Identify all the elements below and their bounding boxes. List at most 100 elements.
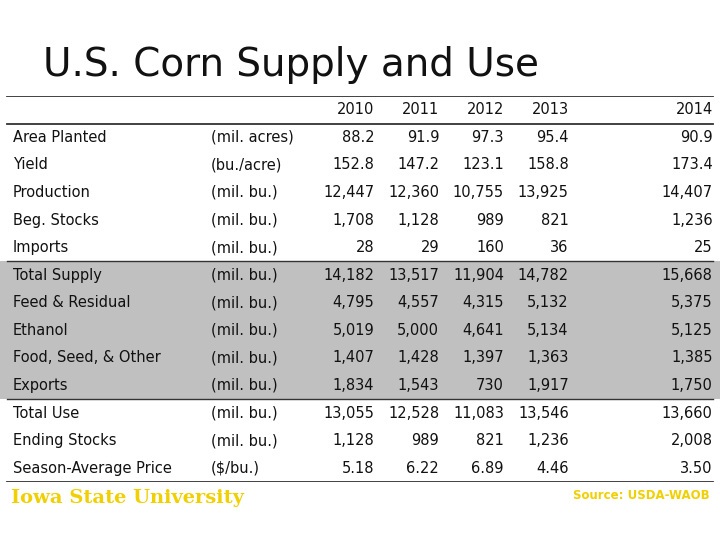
Text: 4.46: 4.46 [536,461,569,476]
Text: 91.9: 91.9 [407,130,439,145]
Text: 2,008: 2,008 [671,433,713,448]
Text: Total Supply: Total Supply [13,268,102,283]
Bar [0,289,720,316]
Text: 13,517: 13,517 [388,268,439,283]
Text: 1,363: 1,363 [528,350,569,366]
Text: 90.9: 90.9 [680,130,713,145]
Text: 25: 25 [694,240,713,255]
Text: (mil. bu.): (mil. bu.) [211,268,278,283]
Text: 821: 821 [476,433,504,448]
Text: 14,407: 14,407 [662,185,713,200]
Text: 12,447: 12,447 [323,185,374,200]
Text: 95.4: 95.4 [536,130,569,145]
Text: Ethanol: Ethanol [13,323,68,338]
Text: U.S. Corn Supply and Use: U.S. Corn Supply and Use [43,46,539,84]
Text: Feed & Residual: Feed & Residual [13,295,130,310]
Text: 173.4: 173.4 [671,158,713,172]
Text: 1,128: 1,128 [397,213,439,227]
Text: 2013: 2013 [531,102,569,117]
Text: 2012: 2012 [467,102,504,117]
Text: 1,128: 1,128 [333,433,374,448]
Text: (mil. acres): (mil. acres) [211,130,294,145]
Text: 821: 821 [541,213,569,227]
Text: (bu./acre): (bu./acre) [211,158,282,172]
Text: 147.2: 147.2 [397,158,439,172]
Text: 1,428: 1,428 [397,350,439,366]
Text: 1,708: 1,708 [333,213,374,227]
Text: (mil. bu.): (mil. bu.) [211,350,278,366]
Text: 1,834: 1,834 [333,378,374,393]
Text: 5,132: 5,132 [527,295,569,310]
Text: Yield: Yield [13,158,48,172]
Text: Food, Seed, & Other: Food, Seed, & Other [13,350,161,366]
Text: Extension and Outreach/Department of Economics: Extension and Outreach/Department of Eco… [11,518,276,528]
Text: 5,134: 5,134 [527,323,569,338]
Text: 97.3: 97.3 [472,130,504,145]
Text: Ag Decision Maker: Ag Decision Maker [550,518,709,533]
Text: Exports: Exports [13,378,68,393]
Text: 14,782: 14,782 [518,268,569,283]
Text: 6.89: 6.89 [472,461,504,476]
Bar [0,372,720,399]
Text: 1,407: 1,407 [333,350,374,366]
Text: 730: 730 [476,378,504,393]
Text: (mil. bu.): (mil. bu.) [211,185,278,200]
Text: Total Use: Total Use [13,406,79,421]
Text: (mil. bu.): (mil. bu.) [211,433,278,448]
Text: 13,055: 13,055 [323,406,374,421]
Text: 3.50: 3.50 [680,461,713,476]
Text: 1,236: 1,236 [527,433,569,448]
Text: 13,660: 13,660 [662,406,713,421]
Text: 12,528: 12,528 [388,406,439,421]
Text: 6.22: 6.22 [407,461,439,476]
Text: 158.8: 158.8 [527,158,569,172]
Text: 1,385: 1,385 [671,350,713,366]
Text: 1,543: 1,543 [397,378,439,393]
Text: 1,397: 1,397 [462,350,504,366]
Text: 88.2: 88.2 [342,130,374,145]
Text: 13,925: 13,925 [518,185,569,200]
Text: (mil. bu.): (mil. bu.) [211,323,278,338]
Text: 5,019: 5,019 [333,323,374,338]
Text: 11,083: 11,083 [453,406,504,421]
Text: (mil. bu.): (mil. bu.) [211,213,278,227]
Text: Source: USDA-WAOB: Source: USDA-WAOB [572,489,709,502]
Text: 29: 29 [420,240,439,255]
Text: 36: 36 [550,240,569,255]
Text: Iowa State University: Iowa State University [11,489,244,507]
Text: Imports: Imports [13,240,69,255]
Text: Beg. Stocks: Beg. Stocks [13,213,99,227]
Bar [0,316,720,344]
Text: ($/bu.): ($/bu.) [211,461,260,476]
Text: 10,755: 10,755 [453,185,504,200]
Text: 989: 989 [411,433,439,448]
Text: 1,236: 1,236 [671,213,713,227]
Text: 1,917: 1,917 [527,378,569,393]
Text: 2010: 2010 [337,102,374,117]
Text: 989: 989 [476,213,504,227]
Text: 15,668: 15,668 [662,268,713,283]
Text: 4,557: 4,557 [397,295,439,310]
Bar [0,261,720,289]
Text: 13,546: 13,546 [518,406,569,421]
Text: 152.8: 152.8 [333,158,374,172]
Text: 5,000: 5,000 [397,323,439,338]
Text: 11,904: 11,904 [453,268,504,283]
Bar [0,344,720,372]
Text: (mil. bu.): (mil. bu.) [211,378,278,393]
Text: Season-Average Price: Season-Average Price [13,461,172,476]
Text: 5.18: 5.18 [342,461,374,476]
Text: Area Planted: Area Planted [13,130,107,145]
Text: (mil. bu.): (mil. bu.) [211,406,278,421]
Text: 28: 28 [356,240,374,255]
Text: Production: Production [13,185,91,200]
Text: 1,750: 1,750 [671,378,713,393]
Text: 2011: 2011 [402,102,439,117]
Text: 123.1: 123.1 [462,158,504,172]
Text: 5,375: 5,375 [671,295,713,310]
Text: 5,125: 5,125 [671,323,713,338]
Text: 12,360: 12,360 [388,185,439,200]
Text: 14,182: 14,182 [323,268,374,283]
Text: (mil. bu.): (mil. bu.) [211,240,278,255]
Text: 4,315: 4,315 [462,295,504,310]
